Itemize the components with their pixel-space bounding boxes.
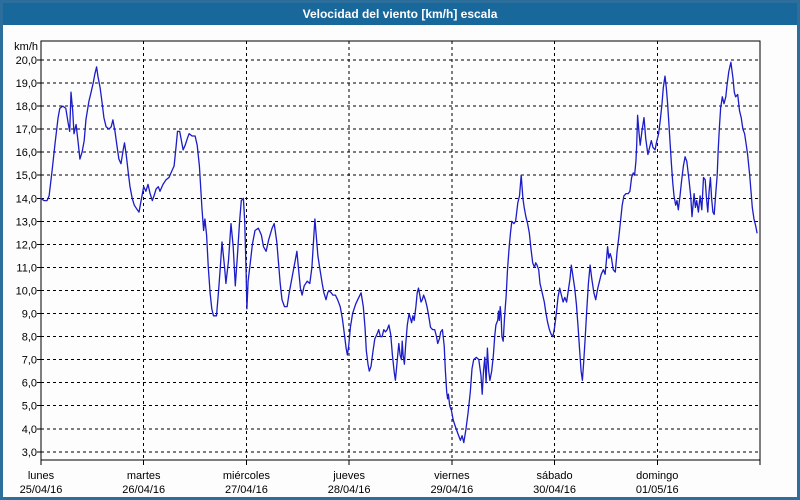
plot-area: 20,0 19,0 18,0 17,0 16,0 15,0 14,0 13,0 12,0 11,0…: [3, 25, 797, 497]
y-tick-label: 20,0: [16, 55, 37, 67]
x-axis-day-name: viernes: [434, 470, 470, 482]
x-axis-day-name: miércoles: [223, 470, 271, 482]
wind-series-line: [40, 61, 758, 444]
y-tick-label: 12,0: [16, 239, 37, 251]
y-tick-label: 15,0: [16, 170, 37, 182]
y-tick-label: 16,0: [16, 147, 37, 159]
x-axis-day-name: martes: [127, 470, 161, 482]
wind-speed-line-chart: 20,0 19,0 18,0 17,0 16,0 15,0 14,0 13,0 12,0 11,0…: [14, 40, 761, 496]
x-axis-day-date: 25/04/16: [20, 484, 63, 496]
x-axis-day-date: 26/04/16: [122, 484, 165, 496]
y-tick-label: 19,0: [16, 78, 37, 90]
y-tick-label: 4,0: [22, 424, 37, 436]
y-tick-label: 17,0: [16, 124, 37, 136]
y-tick-label: 3,0: [22, 447, 37, 459]
y-tick-label: 7,0: [22, 355, 37, 367]
plot-border: [40, 40, 761, 461]
chart-title: Velocidad del viento [km/h] escala: [302, 7, 498, 21]
y-tick-label: 6,0: [22, 378, 37, 390]
y-tick-label: 18,0: [16, 101, 37, 113]
y-tick-label: 11,0: [16, 262, 37, 274]
gridlines: [41, 41, 760, 460]
y-tick-label: 8,0: [22, 332, 37, 344]
x-axis-day-date: 28/04/16: [328, 484, 371, 496]
y-axis-unit-label: km/h: [14, 41, 38, 53]
x-axis-day-date: 01/05/16: [636, 484, 679, 496]
axis-ticks: [37, 59, 761, 465]
x-axis-day-name: sábado: [537, 470, 573, 482]
y-tick-label: 13,0: [16, 216, 37, 228]
y-tick-label: 10,0: [16, 285, 37, 297]
window-titlebar: Velocidad del viento [km/h] escala: [3, 3, 797, 25]
y-axis-labels: 20,0 19,0 18,0 17,0 16,0 15,0 14,0 13,0 12,0 11,0…: [16, 55, 37, 459]
y-tick-label: 14,0: [16, 193, 37, 205]
x-axis-day-date: 29/04/16: [430, 484, 473, 496]
x-axis-day-date: 27/04/16: [225, 484, 268, 496]
x-axis-day-name: domingo: [636, 470, 678, 482]
x-axis-day-date: 30/04/16: [533, 484, 576, 496]
y-tick-label: 5,0: [22, 401, 37, 413]
x-axis-day-name: lunes: [28, 470, 55, 482]
x-axis-day-name: jueves: [332, 470, 365, 482]
x-axis-labels: lunes 25/04/16 martes 26/04/16 miércoles 27/0…: [20, 470, 679, 496]
y-tick-label: 9,0: [22, 309, 37, 321]
